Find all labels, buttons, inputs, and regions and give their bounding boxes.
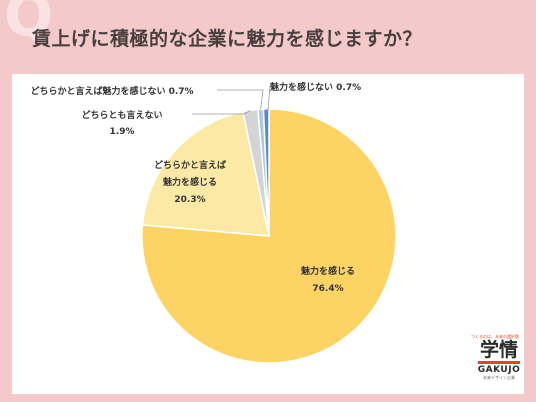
slice-label-1: 魅力を感じる [301, 265, 355, 277]
slice-label-2-line1: どちらかと言えば [154, 159, 226, 171]
pie-slice-2 [141, 110, 270, 237]
logo-name: GAKUJO [477, 365, 521, 375]
callout-label-5: 魅力を感じない 0.7% [270, 81, 361, 93]
logo-bar [478, 361, 520, 364]
callout-value-3: 1.9% [110, 127, 135, 137]
logo-mark: 学情 [479, 339, 518, 361]
slice-value-1: 76.4% [312, 284, 343, 294]
pie-slice-5 [262, 108, 270, 237]
leader-line-4 [217, 89, 264, 110]
leader-line-3 [192, 110, 251, 115]
q-mark: Q [4, 0, 54, 49]
pie-chart: 魅力を感じる76.4%どちらかと言えば魅力を感じる20.3%どちらとも言えない1… [30, 81, 397, 364]
slice-label-2-line2: 魅力を感じる [163, 176, 217, 188]
slice-value-2: 20.3% [174, 195, 205, 205]
chart-panel: 魅力を感じる 76.4% どちらかと言えば 魅力を感じる 20.3% どちらとも言えない 1… [12, 74, 524, 394]
leader-line-5 [266, 85, 271, 111]
logo-tagline: つくるのは、未来の選択肢 [471, 334, 519, 339]
logo-subtitle: 未来デザイン企業 [483, 375, 515, 380]
gakujo-logo: つくるのは、未来の選択肢 学情 GAKUJO 未来デザイン企業 [471, 334, 522, 392]
callout-label-4: どちらかと言えば魅力を感じない 0.7% [30, 85, 193, 97]
callout-label-3: どちらとも言えない [81, 109, 162, 121]
page-title: 賃上げに積極的な企業に魅力を感じますか？ [32, 28, 423, 50]
pie-slice-1 [141, 108, 397, 364]
